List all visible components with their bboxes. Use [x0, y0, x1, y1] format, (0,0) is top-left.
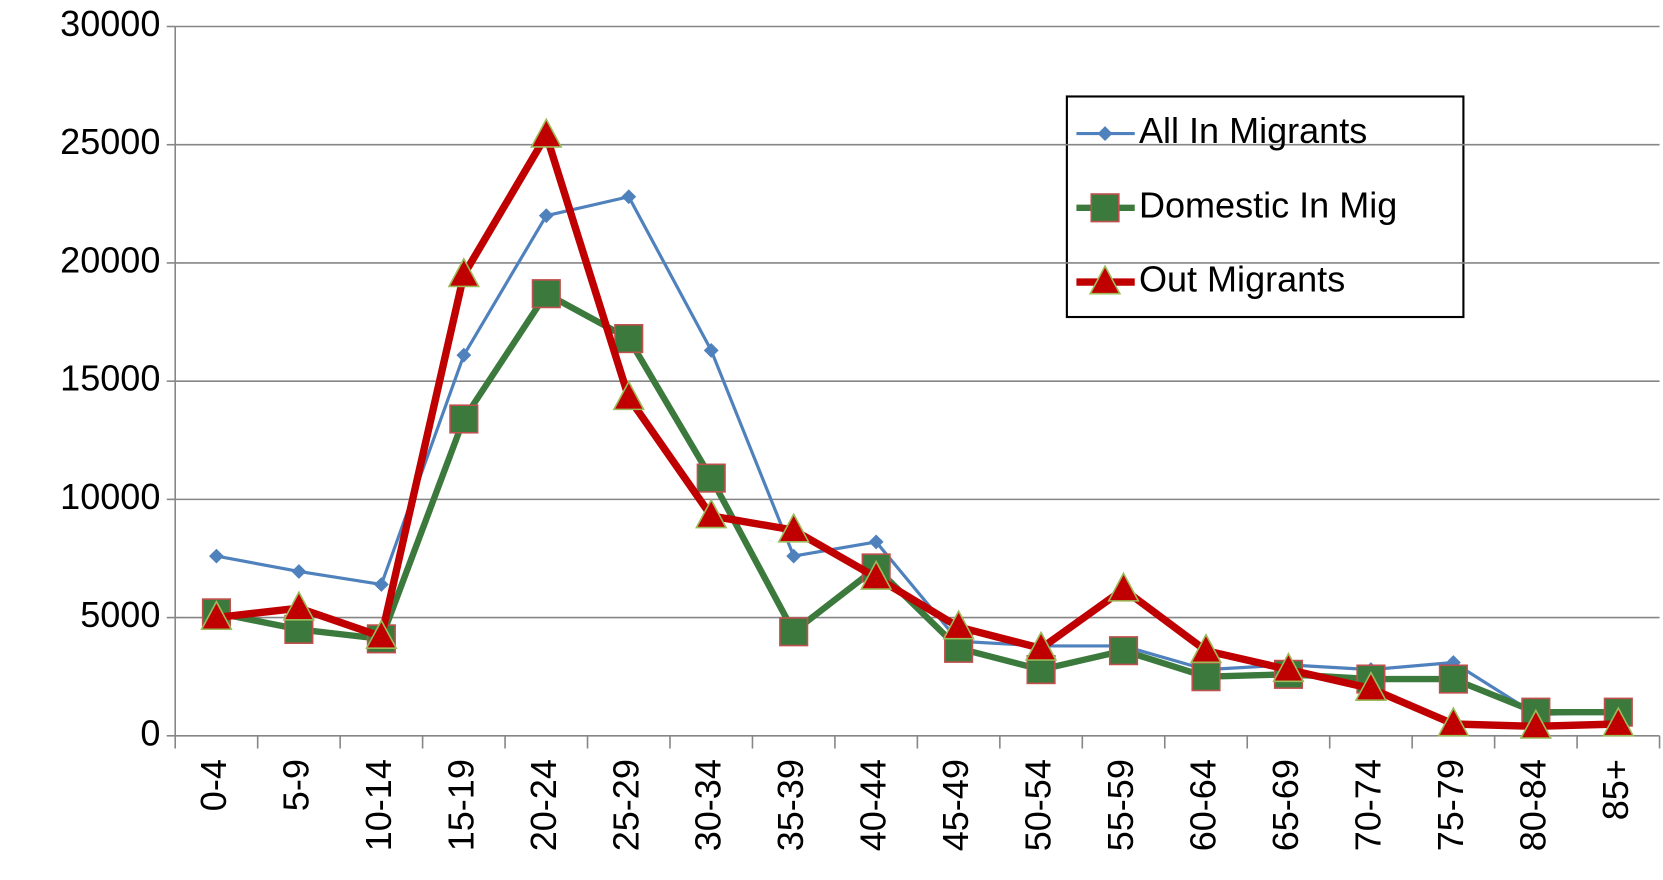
marker [1437, 706, 1470, 737]
marker [531, 279, 561, 309]
x-tick-label: 40-44 [853, 759, 894, 851]
x-tick-label: 85+ [1595, 759, 1636, 820]
marker [1189, 633, 1223, 664]
marker [859, 559, 893, 590]
y-tick-label: 15000 [60, 358, 160, 399]
marker [1438, 664, 1468, 694]
x-tick-label: 75-79 [1430, 759, 1471, 851]
marker [365, 618, 398, 649]
marker [1602, 706, 1635, 737]
x-tick-label: 80-84 [1512, 759, 1553, 851]
x-tick-label: 35-39 [770, 759, 811, 851]
x-tick-label: 10-14 [358, 759, 399, 851]
x-tick-label: 60-64 [1183, 759, 1224, 851]
x-tick-label: 15-19 [440, 759, 481, 851]
marker [449, 404, 479, 434]
marker [1191, 662, 1221, 692]
x-tick-label: 45-49 [935, 759, 976, 851]
y-tick-label: 20000 [60, 239, 160, 280]
marker [291, 564, 307, 579]
marker [282, 590, 316, 621]
marker [530, 117, 563, 148]
marker [1272, 652, 1305, 683]
marker [1090, 193, 1120, 223]
marker [456, 347, 472, 363]
marker [942, 609, 975, 640]
x-tick-label: 50-54 [1018, 759, 1059, 851]
y-tick-label: 5000 [80, 594, 160, 635]
marker [1519, 708, 1553, 739]
series-line [215, 290, 1619, 716]
marker [779, 617, 809, 647]
marker [696, 463, 726, 493]
marker [1024, 630, 1058, 661]
x-tick-label: 5-9 [275, 759, 316, 811]
x-tick-label: 30-34 [688, 759, 729, 851]
x-tick-label: 0-4 [193, 759, 234, 811]
x-tick-label: 20-24 [523, 759, 564, 851]
marker [538, 208, 554, 224]
x-tick-label: 65-69 [1265, 759, 1306, 851]
legend-label: Domestic In Mig [1139, 184, 1397, 225]
marker [786, 548, 802, 564]
legend-label: Out Migrants [1139, 259, 1345, 300]
marker [777, 512, 810, 543]
y-tick-label: 0 [140, 712, 160, 753]
legend-label: All In Migrants [1139, 110, 1367, 151]
y-tick-label: 10000 [60, 476, 160, 517]
marker [447, 257, 481, 288]
marker [373, 577, 389, 592]
series-line [216, 131, 1619, 731]
marker [200, 600, 233, 631]
marker [1107, 571, 1140, 602]
marker [621, 189, 637, 205]
x-tick-label: 25-29 [605, 759, 646, 851]
marker [1354, 670, 1388, 701]
marker [614, 324, 644, 354]
x-tick-label: 70-74 [1347, 759, 1388, 851]
x-tick-label: 55-59 [1100, 759, 1141, 851]
marker [1097, 126, 1113, 142]
y-tick-label: 30000 [60, 3, 160, 44]
marker [1088, 264, 1122, 295]
marker [612, 380, 645, 411]
marker [703, 342, 719, 358]
marker [695, 498, 728, 529]
marker [1108, 636, 1139, 666]
y-tick-label: 25000 [60, 121, 160, 162]
marker [209, 548, 224, 564]
